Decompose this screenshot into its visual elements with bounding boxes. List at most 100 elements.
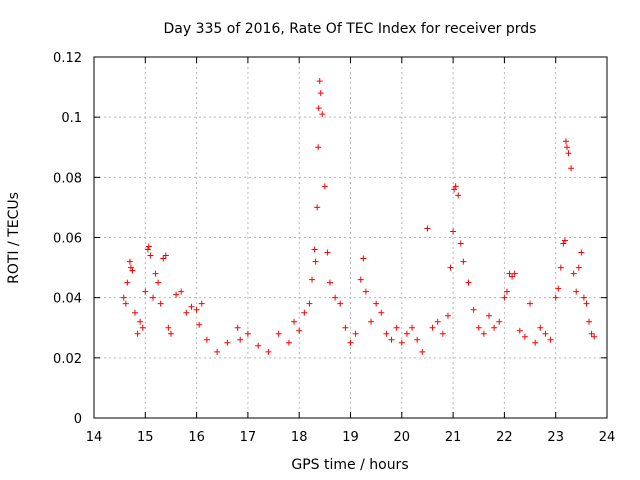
data-point: [196, 321, 203, 328]
data-point: [309, 276, 316, 283]
data-point: [155, 279, 162, 286]
data-point: [465, 279, 472, 286]
data-point: [580, 294, 587, 301]
data-point: [214, 348, 221, 355]
data-point: [578, 249, 585, 256]
data-point: [152, 270, 159, 277]
data-point: [301, 309, 308, 316]
data-point: [198, 300, 205, 307]
y-tick-label: 0.12: [53, 51, 82, 66]
data-point: [419, 348, 426, 355]
chart-title: Day 335 of 2016, Rate Of TEC Index for r…: [164, 21, 537, 37]
data-point: [460, 258, 467, 265]
data-point: [362, 288, 369, 295]
data-points: [120, 78, 598, 355]
data-point: [129, 267, 136, 274]
data-point: [560, 240, 567, 247]
data-point: [486, 312, 493, 319]
data-point: [321, 183, 328, 190]
data-point: [347, 339, 354, 346]
y-tick-label: 0.02: [53, 352, 82, 367]
data-point: [244, 330, 251, 337]
data-point: [203, 336, 210, 343]
data-point: [145, 243, 152, 250]
data-point: [583, 300, 590, 307]
data-point: [496, 318, 503, 325]
data-point: [315, 105, 322, 112]
data-point: [455, 192, 462, 199]
data-point: [588, 330, 595, 337]
data-point: [491, 324, 498, 331]
data-point: [193, 306, 200, 313]
data-point: [120, 294, 127, 301]
y-tick-label: 0: [74, 412, 82, 427]
data-point: [167, 330, 174, 337]
x-tick-label: 15: [137, 430, 154, 445]
data-point: [565, 150, 572, 157]
data-point: [315, 144, 322, 151]
data-point: [532, 339, 539, 346]
data-point: [542, 330, 549, 337]
data-point: [451, 186, 458, 193]
x-tick-label: 24: [599, 430, 616, 445]
data-point: [527, 300, 534, 307]
y-axis-label: ROTI / TECUs: [6, 192, 22, 284]
data-point: [291, 318, 298, 325]
data-point: [132, 309, 139, 316]
data-point: [160, 255, 167, 262]
data-point: [383, 330, 390, 337]
data-point: [122, 300, 129, 307]
data-point: [296, 327, 303, 334]
data-point: [537, 324, 544, 331]
data-point: [575, 264, 582, 271]
data-point: [470, 306, 477, 313]
x-tick-label: 17: [240, 430, 257, 445]
data-point: [237, 336, 244, 343]
data-point: [568, 165, 575, 172]
data-point: [326, 279, 333, 286]
data-point: [450, 228, 457, 235]
data-point: [317, 90, 324, 97]
data-point: [173, 291, 180, 298]
data-point: [509, 273, 516, 280]
data-point: [452, 183, 459, 190]
data-point: [312, 258, 319, 265]
y-tick-label: 0.1: [61, 111, 82, 126]
data-point: [134, 330, 141, 337]
x-tick-label: 16: [188, 430, 205, 445]
data-point: [547, 336, 554, 343]
x-tick-label: 21: [445, 430, 462, 445]
data-point: [124, 279, 131, 286]
data-point: [188, 303, 195, 310]
data-point: [573, 288, 580, 295]
data-point: [398, 339, 405, 346]
data-point: [373, 300, 380, 307]
data-point: [475, 324, 482, 331]
data-point: [142, 288, 149, 295]
data-point: [285, 339, 292, 346]
y-axis-ticks: 0 0.02 0.04 0.06 0.08 0.1 0.12: [53, 51, 607, 427]
data-point: [570, 270, 577, 277]
data-point: [332, 294, 339, 301]
data-point: [393, 324, 400, 331]
x-axis-ticks: 14 15 16 17 18 19 20 21 22 23 24: [86, 57, 616, 445]
x-tick-label: 22: [496, 430, 513, 445]
data-point: [306, 300, 313, 307]
data-point: [162, 252, 169, 259]
data-point: [357, 276, 364, 283]
data-point: [562, 138, 569, 145]
data-point: [314, 204, 321, 211]
y-tick-label: 0.08: [53, 171, 82, 186]
data-point: [563, 144, 570, 151]
data-point: [165, 324, 172, 331]
data-point: [501, 294, 508, 301]
data-point: [503, 288, 510, 295]
x-tick-label: 18: [291, 430, 308, 445]
y-tick-label: 0.04: [53, 292, 82, 307]
data-point: [311, 246, 318, 253]
data-point: [506, 270, 513, 277]
x-axis-label: GPS time / hours: [291, 457, 408, 473]
data-point: [147, 252, 154, 259]
data-point: [444, 312, 451, 319]
data-point: [139, 324, 146, 331]
